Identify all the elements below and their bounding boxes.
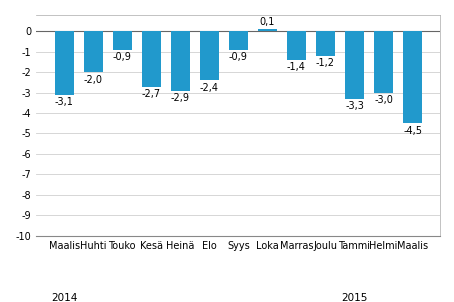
Text: -3,1: -3,1: [54, 97, 74, 107]
Bar: [258, 29, 277, 31]
Bar: [374, 31, 393, 93]
Text: 2014: 2014: [51, 293, 77, 302]
Bar: [171, 31, 190, 91]
Bar: [113, 31, 132, 50]
Text: -0,9: -0,9: [113, 52, 132, 62]
Text: -3,3: -3,3: [345, 101, 364, 111]
Bar: [142, 31, 161, 87]
Text: 0,1: 0,1: [260, 17, 275, 27]
Bar: [54, 31, 74, 95]
Text: -3,0: -3,0: [374, 95, 393, 105]
Bar: [84, 31, 103, 72]
Bar: [403, 31, 422, 123]
Text: -2,0: -2,0: [84, 75, 103, 85]
Text: 2015: 2015: [341, 293, 368, 302]
Text: -4,5: -4,5: [403, 126, 422, 136]
Text: -2,4: -2,4: [200, 83, 219, 93]
Bar: [287, 31, 306, 60]
Text: -0,9: -0,9: [229, 52, 248, 62]
Text: -1,2: -1,2: [316, 58, 335, 68]
Text: -2,9: -2,9: [171, 93, 190, 103]
Bar: [316, 31, 335, 56]
Bar: [345, 31, 364, 99]
Bar: [229, 31, 248, 50]
Text: -2,7: -2,7: [142, 89, 161, 99]
Text: -1,4: -1,4: [287, 63, 306, 72]
Bar: [200, 31, 219, 80]
